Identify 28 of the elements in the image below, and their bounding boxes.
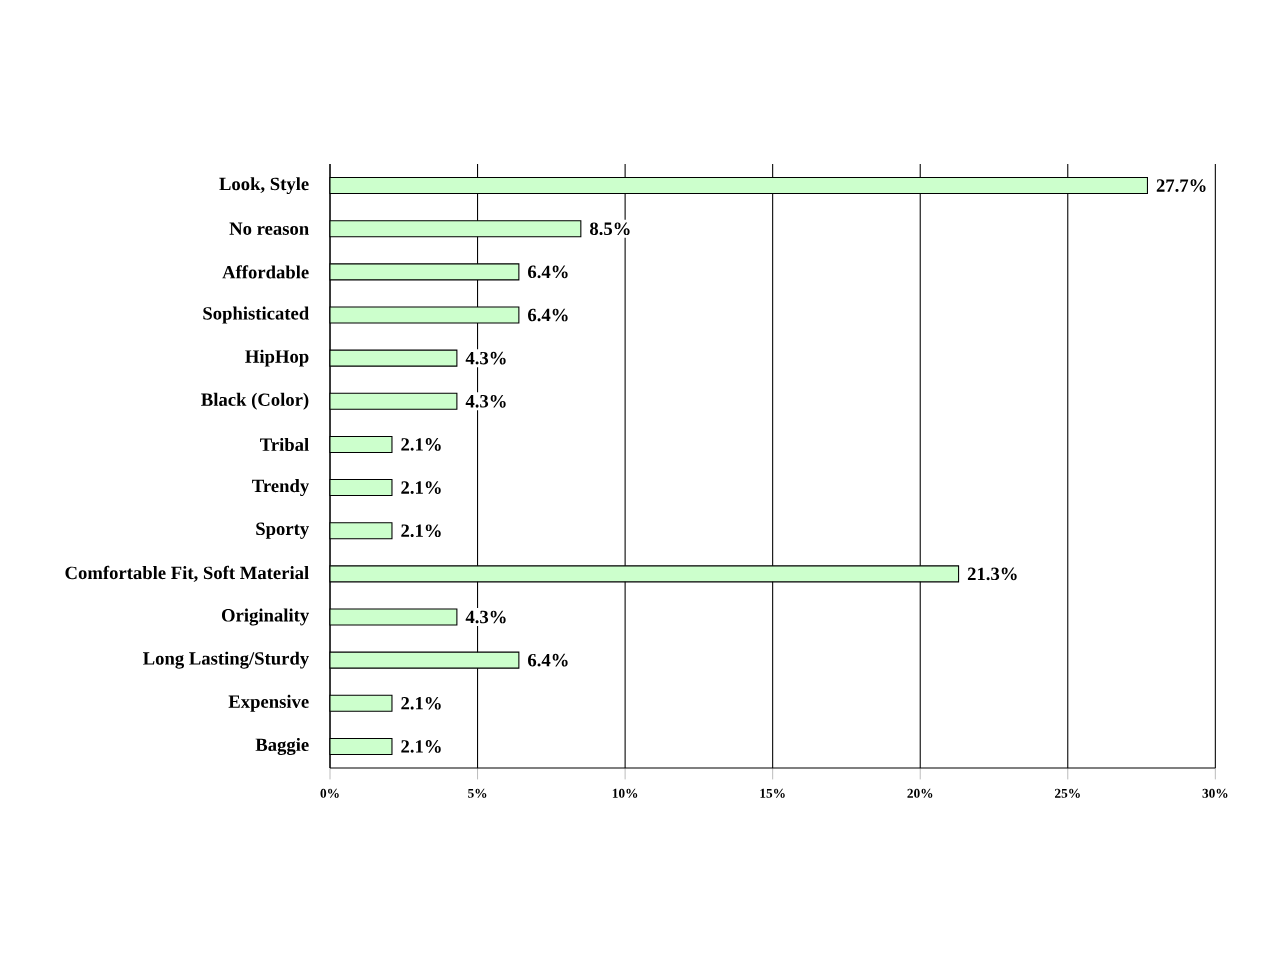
data-label: 27.7% — [1156, 179, 1206, 192]
y-tick-label: HipHop — [245, 349, 309, 367]
y-tick-label: Expensive — [228, 694, 309, 712]
y-tick-label: Trendy — [252, 479, 310, 497]
data-label: 2.1% — [401, 524, 441, 538]
data-label: 4.3% — [465, 351, 506, 365]
y-tick-label: Affordable — [222, 265, 309, 279]
y-tick-label: Black (Color) — [201, 392, 309, 410]
data-label: 21.3% — [967, 567, 1017, 581]
data-label: 4.3% — [465, 394, 506, 408]
data-label: 6.4% — [528, 308, 568, 322]
data-label: 2.1% — [401, 438, 441, 451]
y-tick-label: Sporty — [256, 522, 310, 539]
y-tick-label: Look, Style — [219, 177, 309, 195]
y-tick-label: Tribal — [260, 437, 309, 451]
y-tick-label: No reason — [229, 222, 309, 235]
data-label: 6.4% — [528, 265, 568, 279]
y-tick-label: Sophisticated — [203, 306, 309, 324]
data-label: 2.1% — [401, 740, 441, 753]
data-label: 2.1% — [401, 481, 441, 494]
y-tick-label: Long Lasting/Sturdy — [143, 651, 309, 669]
data-label: 4.3% — [465, 610, 506, 624]
y-tick-label: Comfortable Fit, Soft Material — [65, 565, 309, 582]
data-label: 6.4% — [528, 653, 568, 667]
data-label: 8.5% — [590, 222, 630, 236]
data-label: 2.1% — [401, 696, 441, 710]
y-tick-label: Baggie — [255, 737, 309, 755]
y-tick-label: Originality — [221, 608, 310, 626]
